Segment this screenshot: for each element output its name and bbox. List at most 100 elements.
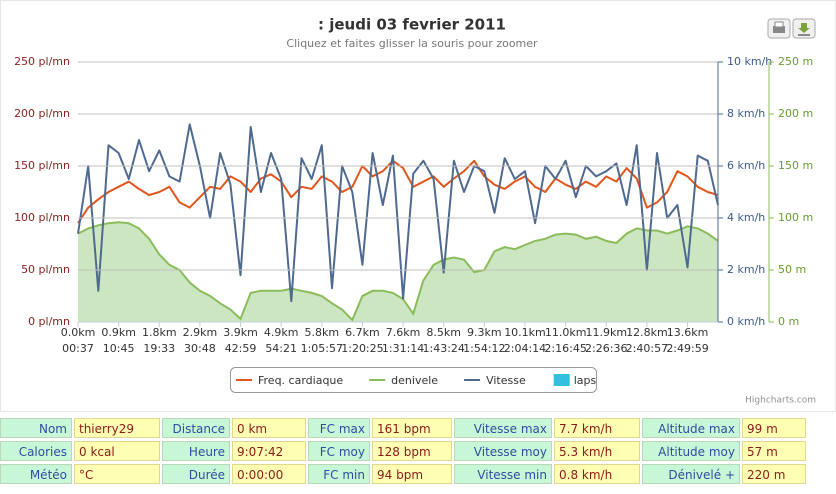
- print-button[interactable]: [767, 18, 791, 39]
- y2-tick-label: 10 km/h: [727, 55, 772, 68]
- x-tick-label: 2.9km: [183, 326, 218, 339]
- x-tick-label: 11.0km: [545, 326, 587, 339]
- x-tick-label: 11.9km: [585, 326, 627, 339]
- cell-label: Distance: [162, 418, 230, 438]
- y-tick-label: 150 pl/mn: [14, 159, 70, 172]
- chart: : jeudi 03 fevrier 2011 Cliquez et faite…: [0, 0, 836, 412]
- legend-item[interactable]: Freq. cardiaque: [236, 374, 343, 387]
- cell-value: thierry29: [74, 418, 160, 438]
- cell-value: 99 m: [742, 418, 806, 438]
- summary-table: Nom thierry29 Distance 0 km FC max 161 bpm Vit…: [0, 418, 806, 484]
- chart-frame: [0, 0, 836, 412]
- x-tick-time: 2:26:36: [585, 342, 627, 355]
- y-tick-label: 200 pl/mn: [14, 107, 70, 120]
- legend-item[interactable]: denivele: [369, 374, 438, 387]
- chart-subtitle: Cliquez et faites glisser la souris pour…: [286, 37, 538, 50]
- x-tick-label: 4.9km: [264, 326, 299, 339]
- x-tick-time: 1:05:57: [301, 342, 343, 355]
- x-tick-time: 1:54:12: [463, 342, 505, 355]
- x-tick-label: 5.8km: [305, 326, 340, 339]
- cell-label: Dénivelé +: [642, 464, 740, 484]
- x-tick-time: 00:37: [62, 342, 94, 355]
- y3-tick-label: 100 m: [778, 211, 813, 224]
- cell-label: Vitesse moy: [454, 441, 552, 461]
- cell-label: Altitude moy: [642, 441, 740, 461]
- area-line: [77, 221, 719, 322]
- y2-tick-label: 6 km/h: [727, 159, 765, 172]
- y3-tick-label: 200 m: [778, 107, 813, 120]
- cell-value: 0:00:00: [232, 464, 306, 484]
- y2-tick-label: 8 km/h: [727, 107, 765, 120]
- x-tick-time: 42:59: [225, 342, 257, 355]
- legend-label: Freq. cardiaque: [258, 374, 343, 387]
- x-tick-time: 1:43:24: [423, 342, 465, 355]
- legend-label: Vitesse: [486, 374, 526, 387]
- y3-tick-label: 0 m: [778, 315, 799, 328]
- cell-value: 7.7 km/h: [554, 418, 640, 438]
- chart-title: : jeudi 03 fevrier 2011: [318, 16, 506, 34]
- y-tick-label: 0 pl/mn: [28, 315, 70, 328]
- cell-label: Durée: [162, 464, 230, 484]
- x-tick-time: 1:20:25: [341, 342, 383, 355]
- cell-value: 57 m: [742, 441, 806, 461]
- legend-box: [230, 367, 597, 393]
- x-tick-label: 0.9km: [101, 326, 136, 339]
- legend-item[interactable]: laps: [553, 374, 597, 387]
- x-tick-label: 3.9km: [223, 326, 258, 339]
- cell-value: 94 bpm: [372, 464, 452, 484]
- legend-label: denivele: [391, 374, 438, 387]
- x-tick-time: 2:16:45: [544, 342, 586, 355]
- legend-swatch: [553, 374, 570, 386]
- legend-label: laps: [574, 374, 597, 387]
- cell-label: Heure: [162, 441, 230, 461]
- cell-label: FC moy: [308, 441, 370, 461]
- x-tick-time: 2:49:59: [666, 342, 708, 355]
- series-line: [77, 159, 719, 224]
- cell-value: 161 bpm: [372, 418, 452, 438]
- cell-label: FC max: [308, 418, 370, 438]
- cell-value: 5.3 km/h: [554, 441, 640, 461]
- y3-tick-label: 150 m: [778, 159, 813, 172]
- cell-label: Nom: [0, 418, 72, 438]
- y3-tick-label: 50 m: [778, 263, 806, 276]
- cell-label: Vitesse max: [454, 418, 552, 438]
- cell-value: °C: [74, 464, 160, 484]
- y2-tick-label: 4 km/h: [727, 211, 765, 224]
- cell-label: Météo: [0, 464, 72, 484]
- x-tick-label: 10.1km: [504, 326, 546, 339]
- x-tick-time: 1:31:14: [382, 342, 424, 355]
- export-button[interactable]: [792, 18, 816, 39]
- y2-tick-label: 0 km/h: [727, 315, 765, 328]
- cell-label: Vitesse min: [454, 464, 552, 484]
- cell-label: FC min: [308, 464, 370, 484]
- cell-value: 0 km: [232, 418, 306, 438]
- legend-item[interactable]: Vitesse: [464, 374, 526, 387]
- x-tick-label: 13.6km: [667, 326, 709, 339]
- cell-label: Altitude max: [642, 418, 740, 438]
- credit: Highcharts.com: [745, 396, 816, 406]
- x-tick-time: 54:21: [265, 342, 297, 355]
- x-tick-time: 30:48: [184, 342, 216, 355]
- y-tick-label: 100 pl/mn: [14, 211, 70, 224]
- x-tick-label: 1.8km: [142, 326, 177, 339]
- x-tick-time: 19:33: [143, 342, 175, 355]
- y-tick-label: 50 pl/mn: [21, 263, 70, 276]
- cell-value: 9:07:42: [232, 441, 306, 461]
- x-tick-time: 10:45: [103, 342, 135, 355]
- x-tick-label: 7.6km: [386, 326, 421, 339]
- cell-label: Calories: [0, 441, 72, 461]
- cell-value: 0.8 km/h: [554, 464, 640, 484]
- y-tick-label: 250 pl/mn: [14, 55, 70, 68]
- cell-value: 128 bpm: [372, 441, 452, 461]
- x-tick-time: 2:40:57: [626, 342, 668, 355]
- series-line: [77, 123, 719, 303]
- y3-tick-label: 250 m: [778, 55, 813, 68]
- x-tick-label: 12.8km: [626, 326, 668, 339]
- y2-tick-label: 2 km/h: [727, 263, 765, 276]
- x-tick-label: 9.3km: [467, 326, 502, 339]
- x-tick-label: 6.7km: [345, 326, 380, 339]
- area-fill: [78, 222, 718, 322]
- x-tick-label: 8.5km: [426, 326, 461, 339]
- cell-value: 220 m: [742, 464, 806, 484]
